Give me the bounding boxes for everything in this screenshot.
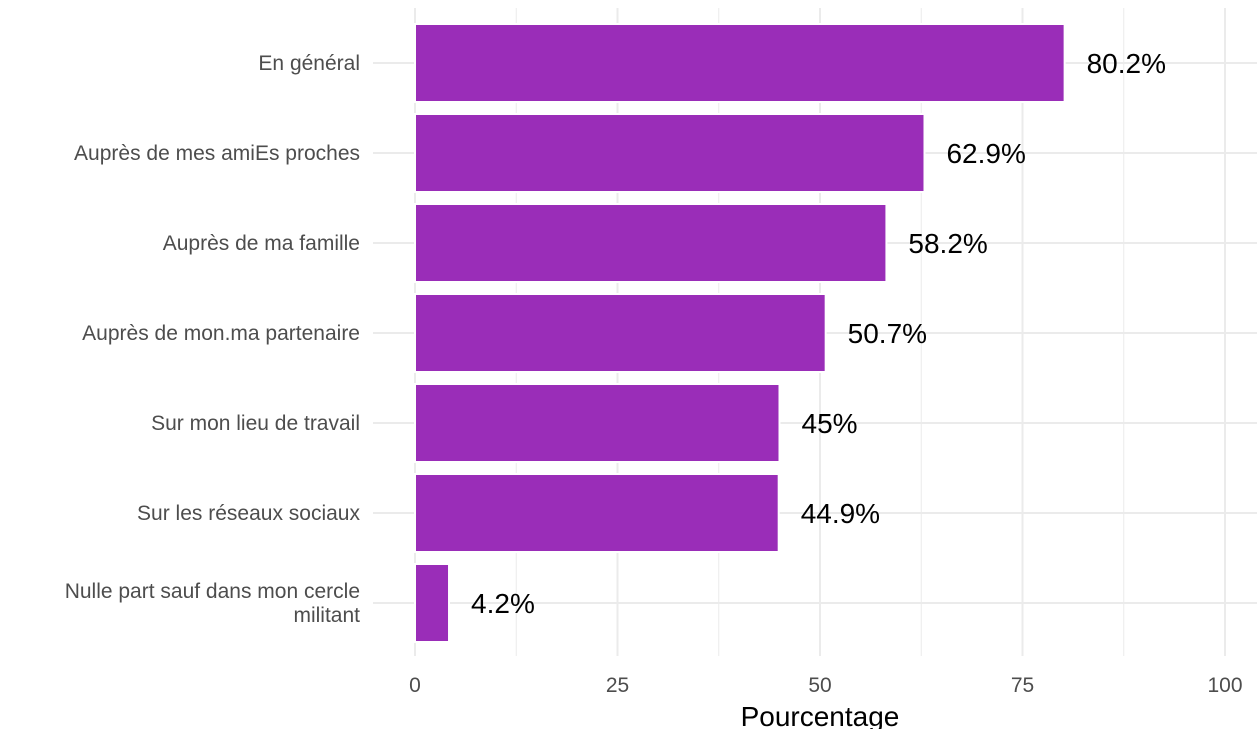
category-label: Auprès de mon.ma partenaire [82, 322, 360, 345]
bar [414, 23, 1066, 103]
x-tick-label: 100 [1207, 674, 1242, 697]
bar [414, 473, 780, 553]
value-label: 80.2% [1087, 48, 1166, 79]
category-label: Sur mon lieu de travail [151, 412, 360, 435]
category-label: Auprès de ma famille [163, 232, 360, 255]
x-tick-label: 25 [606, 674, 629, 697]
value-label: 45% [802, 408, 858, 439]
x-tick-labels: 0 25 50 75 100 [409, 674, 1242, 697]
value-label: 62.9% [946, 138, 1025, 169]
bar [414, 563, 451, 643]
x-tick-label: 0 [409, 674, 421, 697]
bars [414, 23, 1066, 643]
category-label: Auprès de mes amiEs proches [74, 142, 360, 165]
value-label: 50.7% [848, 318, 927, 349]
category-label: militant [293, 604, 360, 627]
bar [414, 113, 926, 193]
category-label: En général [258, 52, 360, 75]
value-label: 4.2% [471, 588, 535, 619]
value-label: 44.9% [801, 498, 880, 529]
category-label: Nulle part sauf dans mon cercle [65, 580, 360, 603]
x-tick-label: 75 [1011, 674, 1034, 697]
x-axis-title: Pourcentage [741, 701, 900, 729]
category-labels: En général Auprès de mes amiEs proches Aup… [65, 52, 361, 627]
value-labels: 80.2% 62.9% 58.2% 50.7% 45% 44.9% 4.2% [471, 48, 1166, 619]
value-label: 58.2% [908, 228, 987, 259]
x-tick-label: 50 [808, 674, 831, 697]
bar [414, 293, 827, 373]
bar [414, 203, 888, 283]
category-label: Sur les réseaux sociaux [137, 502, 360, 525]
bar [414, 383, 781, 463]
